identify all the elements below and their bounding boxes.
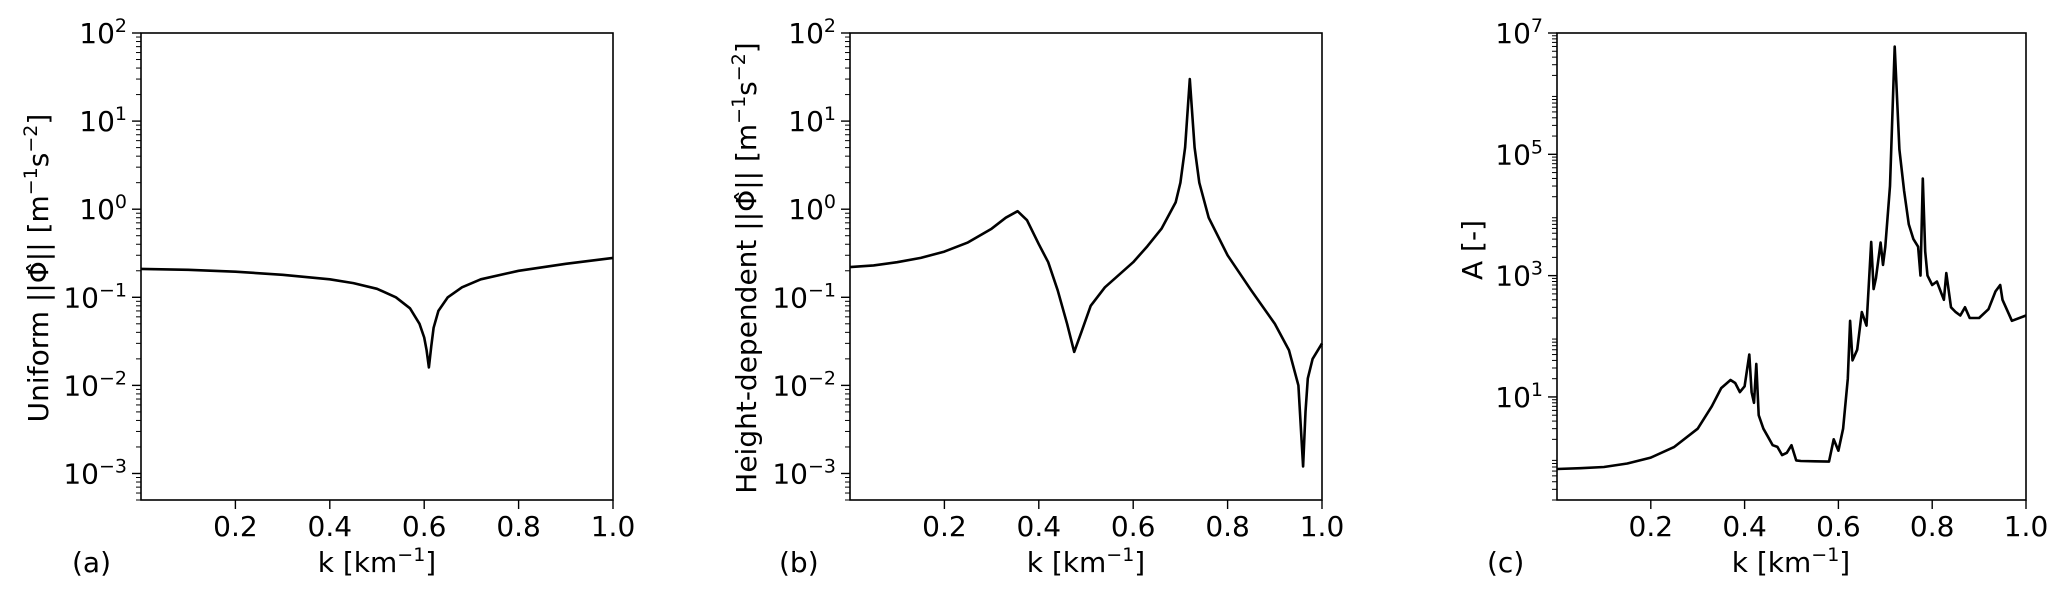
- y-tick-label-a: 10−1: [63, 279, 127, 314]
- panel-label-a: (a): [72, 546, 111, 579]
- x-tick-label-a: 1.0: [591, 510, 636, 543]
- axes-frame-a: [140, 32, 614, 501]
- plot-area-a: 10−3 10−2 10−1 100 101 102 0.2 0.4 0.6 0.8 1.0: [63, 15, 635, 543]
- x-tick-label-a: 0.2: [213, 510, 258, 543]
- y-tick-label-c: 107: [1495, 15, 1543, 50]
- data-line-a: [140, 256, 614, 369]
- y-tick-label-b: 10−3: [772, 455, 836, 490]
- y-tick-label-a: 10−2: [63, 367, 127, 402]
- x-tick-label-a: 0.6: [402, 510, 447, 543]
- data-line-b: [849, 77, 1324, 468]
- panel-b: 10−3 10−2 10−1 100 101 102 0.2 0.4 0.6 0.8 1.0 (b)…: [728, 15, 1344, 579]
- y-tick-label-a: 10−3: [63, 455, 127, 490]
- x-axis-label-c: k [km−1]: [1732, 544, 1850, 579]
- x-tick-label-a: 0.8: [496, 510, 541, 543]
- y-tick-label-a: 101: [79, 103, 127, 138]
- data-line-c: [1556, 45, 2027, 471]
- y-tick-label-a: 102: [79, 15, 127, 50]
- x-tick-label-c: 1.0: [2004, 510, 2049, 543]
- y-axis-label-c: A [-]: [1456, 220, 1489, 280]
- y-tick-label-c: 103: [1495, 258, 1543, 293]
- x-tick-label-c: 0.4: [1722, 510, 1767, 543]
- x-tick-label-b: 0.4: [1017, 510, 1062, 543]
- y-tick-label-b: 10−2: [772, 367, 836, 402]
- panel-label-c: (c): [1487, 546, 1524, 579]
- x-axis-label-a: k [km−1]: [318, 544, 436, 579]
- axes-frame-c: [1556, 32, 2027, 501]
- y-tick-label-c: 105: [1495, 136, 1543, 171]
- panel-c: 101 103 105 107 0.2 0.4 0.6 0.8 1.0 (c) k [km−1]…: [1456, 15, 2048, 579]
- x-tick-label-c: 0.8: [1910, 510, 1955, 543]
- y-axis-label-b: Height-dependent ||Φ̂|| [m−1s−2]: [728, 42, 763, 493]
- y-tick-label-b: 10−1: [772, 279, 836, 314]
- y-axis-label-a: Uniform ||Φ̂|| [m−1s−2]: [20, 114, 55, 423]
- plot-area-c: 101 103 105 107 0.2 0.4 0.6 0.8 1.0: [1495, 15, 2048, 543]
- x-tick-label-b: 0.8: [1205, 510, 1250, 543]
- x-tick-label-b: 0.2: [922, 510, 967, 543]
- panel-a: 10−3 10−2 10−1 100 101 102 0.2 0.4 0.6 0.8 1.0 (a)…: [20, 15, 635, 579]
- y-tick-label-b: 100: [788, 191, 836, 226]
- x-tick-label-b: 0.6: [1111, 510, 1156, 543]
- y-tick-label-b: 101: [788, 103, 836, 138]
- plot-area-b: 10−3 10−2 10−1 100 101 102 0.2 0.4 0.6 0.8 1.0: [772, 15, 1344, 543]
- x-tick-label-a: 0.4: [308, 510, 353, 543]
- y-tick-label-b: 102: [788, 15, 836, 50]
- axes-frame-b: [849, 32, 1323, 501]
- panel-label-b: (b): [779, 546, 819, 579]
- x-tick-label-b: 1.0: [1300, 510, 1345, 543]
- x-axis-label-b: k [km−1]: [1027, 544, 1145, 579]
- x-tick-label-c: 0.6: [1816, 510, 1861, 543]
- y-tick-label-a: 100: [79, 191, 127, 226]
- y-tick-label-c: 101: [1495, 379, 1543, 414]
- x-tick-label-c: 0.2: [1629, 510, 1674, 543]
